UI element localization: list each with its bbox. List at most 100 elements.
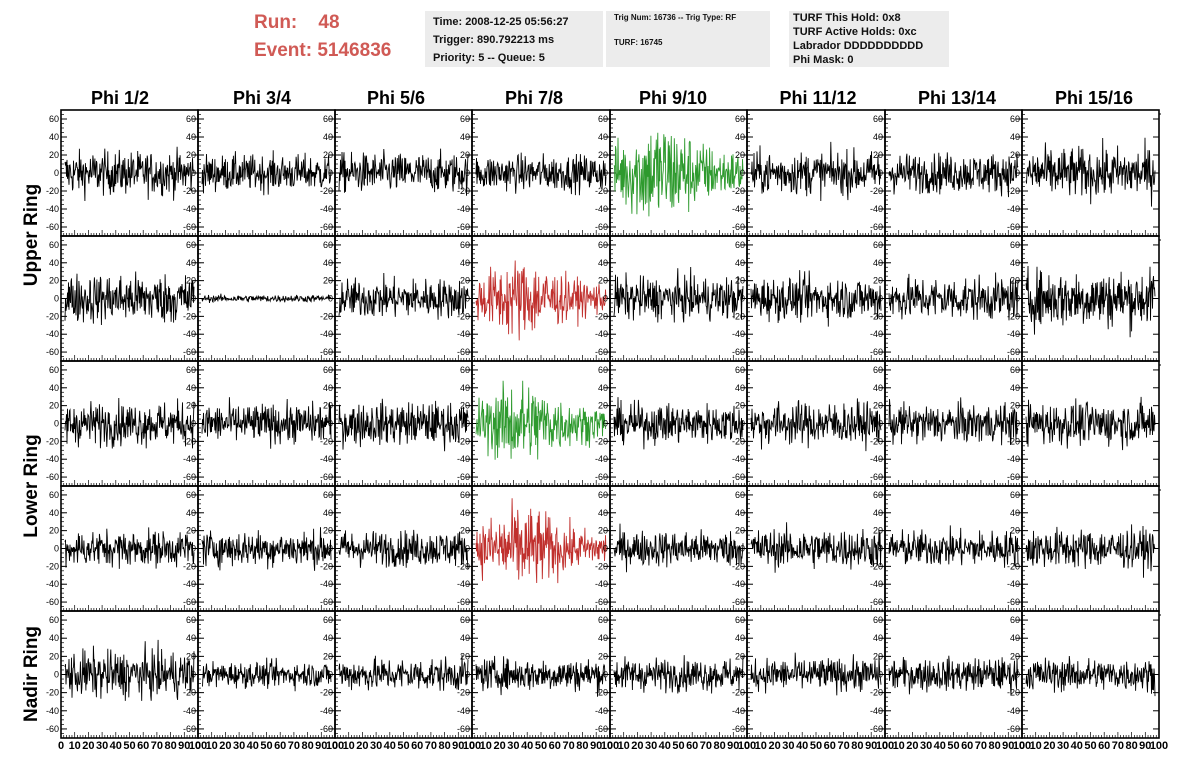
- y-tick-label: -40: [870, 329, 883, 339]
- y-tick-label: -20: [183, 436, 196, 446]
- x-tick-label: 80: [164, 740, 176, 752]
- y-tick-label: 0: [465, 670, 470, 680]
- waveform-trace: [613, 523, 744, 573]
- y-tick-label: -40: [870, 706, 883, 716]
- y-tick-label: 60: [1010, 114, 1020, 124]
- y-tick-label: -60: [46, 222, 59, 232]
- ring-label-2: Lower Ring: [21, 434, 42, 537]
- y-tick-label: 20: [1010, 276, 1020, 286]
- x-tick-label: 10: [480, 740, 492, 752]
- y-tick-label: 40: [186, 633, 196, 643]
- y-tick-label: 20: [1010, 150, 1020, 160]
- y-tick-label: 60: [1010, 240, 1020, 250]
- y-tick-label: 40: [460, 132, 470, 142]
- y-tick-label: -60: [46, 347, 59, 357]
- y-tick-label: 0: [1015, 419, 1020, 429]
- y-tick-label: 60: [186, 365, 196, 375]
- waveform-trace: [64, 527, 195, 569]
- x-tick-label: 100: [1013, 740, 1031, 752]
- y-tick-label: 60: [323, 615, 333, 625]
- turf-hold-text: TURF This Hold: 0x8: [793, 12, 901, 24]
- y-tick-label: 20: [735, 526, 745, 536]
- y-tick-label: 20: [49, 276, 59, 286]
- y-tick-label: 40: [323, 383, 333, 393]
- y-tick-label: -40: [183, 329, 196, 339]
- y-tick-label: 20: [323, 276, 333, 286]
- y-tick-label: -20: [183, 186, 196, 196]
- x-tick-label: 80: [1125, 740, 1137, 752]
- x-tick-label: 20: [82, 740, 94, 752]
- x-tick-label: 50: [810, 740, 822, 752]
- y-tick-label: -20: [732, 311, 745, 321]
- y-tick-label: -20: [732, 186, 745, 196]
- y-tick-label: -40: [320, 706, 333, 716]
- y-tick-label: -20: [46, 436, 59, 446]
- time-info-box: Time: 2008-12-25 05:56:27 Trigger: 890.7…: [425, 11, 603, 67]
- y-tick-label: -60: [320, 597, 333, 607]
- waveform-trace: [338, 654, 469, 691]
- run-value: 48: [318, 12, 340, 33]
- waveform-trace: [888, 655, 1019, 696]
- x-tick-label: 80: [713, 740, 725, 752]
- waveform-trace: [201, 150, 332, 196]
- x-tick-label: 100: [326, 740, 344, 752]
- phi-label-3: Phi 5/6: [367, 88, 425, 108]
- y-tick-label: 60: [1010, 490, 1020, 500]
- y-tick-label: 40: [873, 132, 883, 142]
- x-tick-label: 0: [882, 740, 888, 752]
- y-tick-label: 20: [186, 651, 196, 661]
- x-tick-label: 10: [343, 740, 355, 752]
- y-tick-label: 60: [735, 615, 745, 625]
- x-tick-label: 30: [782, 740, 794, 752]
- x-tick-label: 60: [411, 740, 423, 752]
- waveform-trace: [888, 152, 1019, 198]
- y-tick-label: -40: [1007, 204, 1020, 214]
- y-tick-label: -40: [46, 454, 59, 464]
- x-tick-label: 40: [110, 740, 122, 752]
- waveform-trace: [1025, 396, 1156, 451]
- y-tick-label: -20: [46, 561, 59, 571]
- y-tick-label: 20: [323, 401, 333, 411]
- x-tick-label: 90: [590, 740, 602, 752]
- y-tick-label: -20: [595, 186, 608, 196]
- turf-info-box: TURF This Hold: 0x8 TURF Active Holds: 0…: [789, 11, 949, 67]
- y-tick-label: 0: [1015, 544, 1020, 554]
- waveform-trace: [475, 498, 607, 584]
- y-tick-label: -20: [870, 436, 883, 446]
- y-tick-label: 0: [1015, 294, 1020, 304]
- y-tick-label: -60: [595, 597, 608, 607]
- y-tick-label: -40: [595, 329, 608, 339]
- y-tick-label: -60: [183, 347, 196, 357]
- y-tick-label: 40: [873, 258, 883, 268]
- x-tick-label: 60: [686, 740, 698, 752]
- x-tick-label: 10: [69, 740, 81, 752]
- y-tick-label: -20: [870, 186, 883, 196]
- x-tick-label: 30: [645, 740, 657, 752]
- y-tick-label: -60: [732, 597, 745, 607]
- phi-label-6: Phi 11/12: [779, 88, 856, 108]
- x-tick-label: 20: [906, 740, 918, 752]
- y-tick-label: 60: [598, 365, 608, 375]
- waveform-trace: [201, 293, 332, 304]
- y-tick-label: 40: [735, 508, 745, 518]
- x-tick-label: 10: [618, 740, 630, 752]
- y-tick-label: 60: [598, 114, 608, 124]
- x-tick-label: 70: [425, 740, 437, 752]
- y-tick-label: -20: [320, 311, 333, 321]
- y-tick-label: -20: [732, 688, 745, 698]
- panel-frame: [60, 610, 199, 739]
- y-tick-label: 0: [54, 294, 59, 304]
- y-tick-label: 0: [740, 294, 745, 304]
- x-tick-label: 0: [1019, 740, 1025, 752]
- y-tick-label: 0: [54, 544, 59, 554]
- phi-mask-text: Phi Mask: 0: [793, 54, 854, 66]
- y-tick-label: 0: [54, 670, 59, 680]
- y-tick-label: 20: [323, 150, 333, 160]
- time-text: Time: 2008-12-25 05:56:27: [433, 16, 569, 28]
- ring-label-3: Nadir Ring: [21, 626, 42, 722]
- y-tick-label: 0: [465, 294, 470, 304]
- y-tick-label: 40: [1010, 132, 1020, 142]
- y-tick-label: -20: [46, 186, 59, 196]
- y-tick-label: 20: [873, 150, 883, 160]
- waveform-trace: [201, 397, 332, 449]
